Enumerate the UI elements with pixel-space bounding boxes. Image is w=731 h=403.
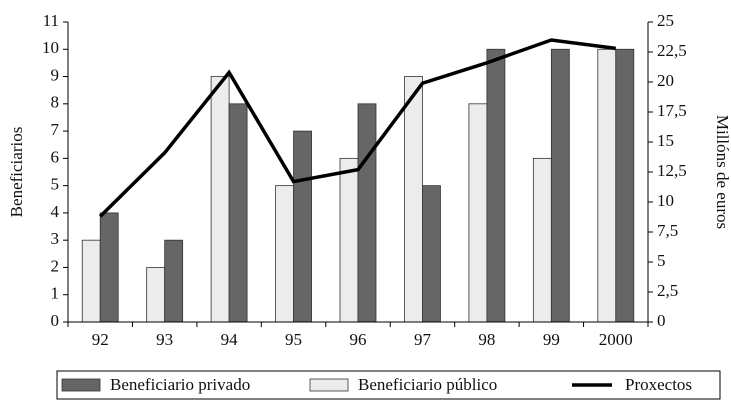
- x-tick-label: 94: [221, 330, 239, 349]
- y-tick-label: 9: [51, 65, 60, 84]
- x-tick-label: 2000: [599, 330, 633, 349]
- bar: [597, 48, 617, 323]
- bar: [357, 103, 377, 323]
- y-axis-label: Beneficiarios: [7, 127, 26, 218]
- bar: [422, 185, 441, 323]
- bar: [404, 76, 423, 323]
- x-tick-label: 92: [92, 330, 109, 349]
- bar: [164, 239, 184, 323]
- y-tick-label: 11: [43, 11, 59, 30]
- y2-tick-label: 25: [657, 11, 674, 30]
- y2-tick-label: 10: [657, 191, 674, 210]
- line: [98, 38, 617, 218]
- y2-tick-label: 17,5: [657, 101, 687, 120]
- y2-tick-label: 7,5: [657, 221, 678, 240]
- bar: [339, 157, 359, 323]
- y2-tick-label: 22,5: [657, 41, 687, 60]
- bar: [486, 48, 506, 323]
- y-tick-label: 6: [51, 147, 60, 166]
- legend-label: Proxectos: [625, 375, 692, 394]
- bar: [468, 103, 488, 323]
- x-tick-label: 98: [478, 330, 495, 349]
- legend-label: Beneficiario público: [358, 375, 497, 394]
- bar: [99, 212, 119, 323]
- y2-axis-label: Millóns de euros: [713, 115, 731, 229]
- x-tick-label: 99: [543, 330, 560, 349]
- x-tick-label: 95: [285, 330, 302, 349]
- bar: [275, 185, 294, 323]
- y-tick-label: 1: [51, 284, 60, 303]
- legend-swatch: [309, 378, 349, 392]
- y-tick-label: 4: [51, 202, 60, 221]
- bar: [550, 48, 570, 323]
- bar: [532, 157, 552, 323]
- bar: [293, 130, 312, 323]
- y2-tick-label: 15: [657, 131, 674, 150]
- legend-label: Beneficiario privado: [110, 375, 250, 394]
- x-tick-label: 93: [156, 330, 173, 349]
- y-tick-label: 10: [42, 38, 59, 57]
- y-tick-label: 2: [51, 256, 60, 275]
- y2-tick-label: 0: [657, 311, 666, 330]
- legend-box: [56, 370, 721, 400]
- y2-tick-label: 2,5: [657, 281, 678, 300]
- x-tick-label: 96: [350, 330, 367, 349]
- y-tick-label: 7: [51, 120, 60, 139]
- legend-swatch: [61, 378, 101, 392]
- y-tick-label: 3: [51, 229, 60, 248]
- bar: [228, 103, 248, 323]
- y2-tick-label: 20: [657, 71, 674, 90]
- y-tick-label: 0: [51, 311, 60, 330]
- bar: [210, 76, 230, 323]
- bar: [615, 48, 635, 323]
- bar: [146, 267, 166, 323]
- y-tick-label: 5: [51, 175, 60, 194]
- y2-tick-label: 5: [657, 251, 666, 270]
- x-tick-label: 97: [414, 330, 432, 349]
- bar: [81, 239, 101, 323]
- y-tick-label: 8: [51, 93, 60, 112]
- y2-tick-label: 12,5: [657, 161, 687, 180]
